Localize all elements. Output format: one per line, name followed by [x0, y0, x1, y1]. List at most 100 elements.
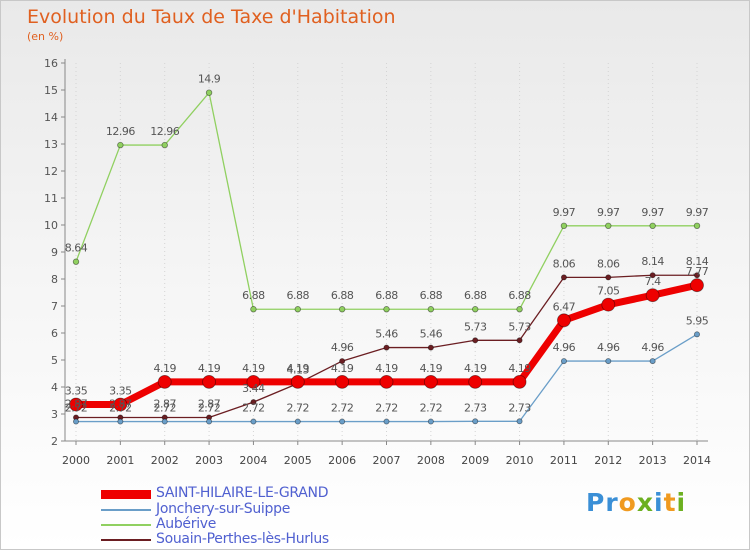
data-label: 2.87 — [109, 398, 132, 411]
data-label: 12.96 — [106, 125, 135, 138]
legend-item: Souain-Perthes-lès-Hurlus — [101, 531, 361, 549]
data-point — [423, 374, 438, 389]
data-point — [339, 358, 346, 365]
y-tick-label: 16 — [44, 57, 58, 70]
data-point — [69, 397, 83, 412]
data-label: 6.88 — [242, 289, 265, 302]
data-label: 2.72 — [375, 402, 398, 415]
data-point — [250, 306, 257, 313]
data-label: 8.06 — [553, 257, 576, 270]
data-label: 6.88 — [420, 289, 443, 302]
data-label: 4.19 — [331, 362, 354, 375]
unit-label: (en %) — [27, 30, 64, 43]
data-label: 4.19 — [420, 362, 443, 375]
data-point — [246, 374, 261, 389]
data-point — [117, 141, 124, 149]
y-tick-label: 12 — [44, 165, 58, 178]
data-point — [427, 418, 434, 425]
data-label: 2.72 — [242, 402, 265, 415]
x-tick-label: 2002 — [151, 454, 179, 467]
data-point — [379, 374, 394, 389]
data-point — [516, 418, 523, 425]
data-point — [117, 418, 124, 425]
data-label: 4.13 — [287, 363, 310, 376]
data-label: 8.06 — [597, 257, 620, 270]
data-label: 8.14 — [641, 255, 664, 268]
y-tick-label: 6 — [51, 327, 58, 340]
data-point — [693, 222, 701, 230]
data-point — [560, 358, 567, 365]
data-point — [72, 258, 80, 265]
x-tick-label: 2003 — [195, 454, 223, 467]
data-point — [605, 274, 612, 281]
data-point — [294, 306, 301, 313]
data-point — [560, 222, 568, 230]
data-point — [645, 288, 660, 303]
data-point — [649, 272, 656, 279]
data-label: 2.72 — [420, 402, 443, 415]
data-point — [601, 297, 616, 312]
data-point — [383, 344, 390, 351]
data-label: 5.73 — [508, 320, 531, 333]
data-label: 5.46 — [420, 328, 443, 341]
data-label: 5.46 — [375, 328, 398, 341]
logo-letter: P — [586, 488, 606, 517]
data-point — [383, 418, 390, 425]
x-tick-label: 2005 — [284, 454, 312, 467]
data-point — [557, 313, 571, 328]
data-label: 4.19 — [242, 362, 265, 375]
data-label: 6.88 — [375, 289, 398, 302]
data-label: 4.19 — [508, 362, 531, 375]
legend-swatch — [101, 539, 151, 541]
data-point — [605, 358, 612, 365]
data-label: 2.87 — [198, 398, 221, 411]
logo-letter: r — [605, 488, 619, 517]
data-point — [694, 272, 701, 279]
data-label: 4.96 — [331, 341, 354, 354]
y-tick-label: 13 — [44, 138, 58, 151]
data-label: 2.87 — [65, 398, 88, 411]
data-point — [205, 89, 213, 96]
data-point — [560, 274, 567, 281]
y-tick-label: 4 — [51, 381, 58, 394]
data-label: 2.72 — [331, 402, 354, 415]
logo-letter: i — [676, 488, 687, 517]
x-tick-label: 2014 — [683, 454, 711, 467]
data-label: 3.35 — [65, 385, 88, 398]
data-point — [339, 418, 346, 425]
data-point — [512, 374, 527, 389]
data-point — [294, 418, 301, 425]
x-tick-label: 2009 — [461, 454, 489, 467]
data-point — [157, 374, 172, 389]
data-point — [516, 337, 523, 344]
data-label: 2.72 — [153, 402, 176, 415]
data-label: 6.88 — [331, 289, 354, 302]
y-tick-label: 15 — [44, 84, 58, 97]
x-tick-label: 2012 — [594, 454, 622, 467]
legend-label: Aubérive — [156, 516, 217, 532]
logo-letter: t — [663, 488, 677, 517]
y-tick-label: 2 — [51, 435, 58, 448]
data-label: 5.73 — [464, 320, 487, 333]
proxiti-logo: Proxiti — [586, 488, 686, 517]
legend-label: SAINT-HILAIRE-LE-GRAND — [156, 485, 329, 501]
data-label: 14.9 — [198, 73, 221, 86]
data-label: 2.72 — [65, 402, 88, 415]
y-tick-label: 7 — [51, 300, 58, 313]
x-tick-label: 2006 — [328, 454, 356, 467]
data-point — [161, 141, 168, 149]
legend-swatch — [101, 524, 151, 526]
data-label: 2.73 — [464, 401, 487, 414]
y-tick-label: 14 — [44, 111, 58, 124]
legend-swatch — [101, 509, 151, 511]
data-point — [202, 374, 216, 389]
data-point — [649, 358, 656, 365]
logo-letter: x — [636, 488, 654, 517]
data-label: 6.88 — [508, 289, 531, 302]
data-point — [161, 418, 168, 425]
data-point — [649, 222, 656, 230]
data-label: 12.96 — [150, 125, 179, 138]
data-label: 3.35 — [109, 385, 132, 398]
